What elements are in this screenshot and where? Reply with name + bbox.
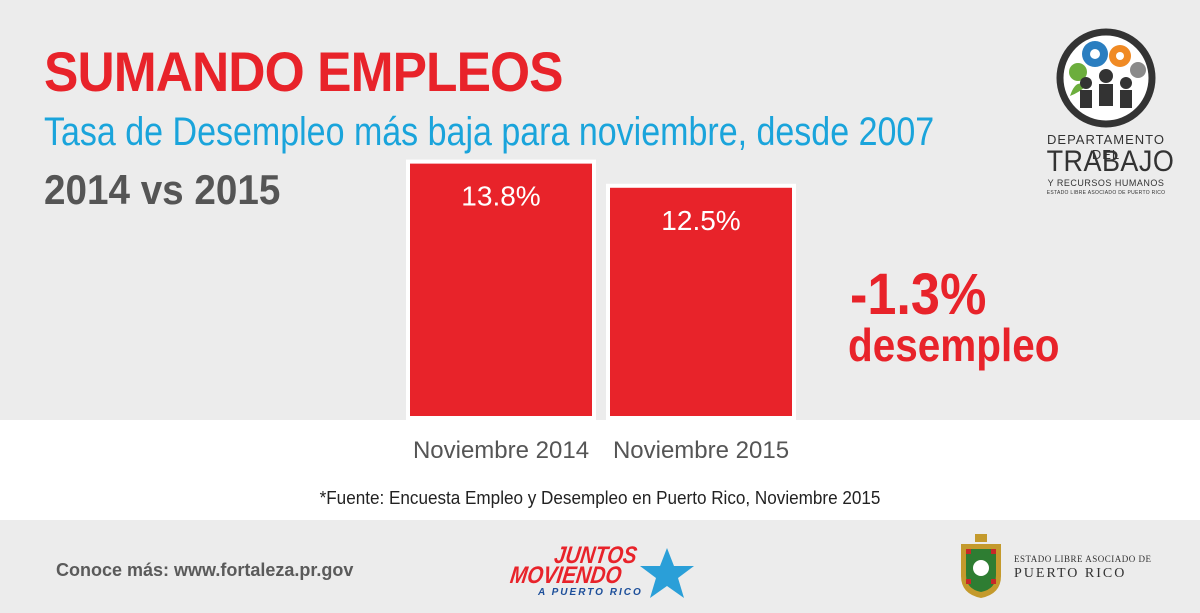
bar-chart: 13.8% Noviembre 2014 12.5% Noviembre 2015 — [406, 159, 796, 464]
government-logo: ESTADO LIBRE ASOCIADO DE PUERTO RICO — [955, 534, 1151, 600]
bar-2 — [606, 183, 796, 420]
agency-logo: DEPARTAMENTO DEL TRABAJO Y RECURSOS HUMA… — [1040, 28, 1175, 198]
government-logo-big: PUERTO RICO — [1014, 566, 1127, 581]
seal-icon — [961, 534, 1001, 598]
headline: SUMANDO EMPLEOS — [44, 40, 564, 103]
campaign-logo-line2: MOVIENDO — [508, 562, 624, 589]
agency-logo-line1: DEPARTAMENTO DEL — [1047, 132, 1165, 162]
bar-1 — [406, 159, 596, 420]
chart-background — [0, 0, 1200, 420]
comparison-label: 2014 vs 2015 — [44, 166, 281, 213]
campaign-logo: JUNTOS MOVIENDO A PUERTO RICO — [508, 542, 698, 604]
website-link[interactable]: Conoce más: www.fortaleza.pr.gov — [56, 560, 354, 580]
bar-value-label: 12.5% — [661, 205, 740, 236]
gears-people-icon — [1056, 28, 1156, 128]
agency-logo-line2: TRABAJO — [1046, 145, 1175, 178]
agency-logo-line4: ESTADO LIBRE ASOCIADO DE PUERTO RICO — [1046, 190, 1166, 196]
agency-logo-line3: Y RECURSOS HUMANOS — [1047, 178, 1165, 188]
bar-value-label: 13.8% — [461, 181, 540, 212]
category-label: Noviembre 2015 — [613, 437, 789, 464]
campaign-logo-line3: A PUERTO RICO — [538, 587, 643, 598]
change-label: desempleo — [848, 319, 1060, 371]
star-icon — [640, 548, 694, 598]
subtitle: Tasa de Desempleo más baja para noviembr… — [44, 110, 935, 154]
change-value: -1.3% — [850, 262, 987, 327]
government-logo-small: ESTADO LIBRE ASOCIADO DE — [1014, 554, 1152, 564]
source-note: *Fuente: Encuesta Empleo y Desempleo en … — [319, 488, 881, 508]
category-label: Noviembre 2014 — [413, 437, 589, 464]
